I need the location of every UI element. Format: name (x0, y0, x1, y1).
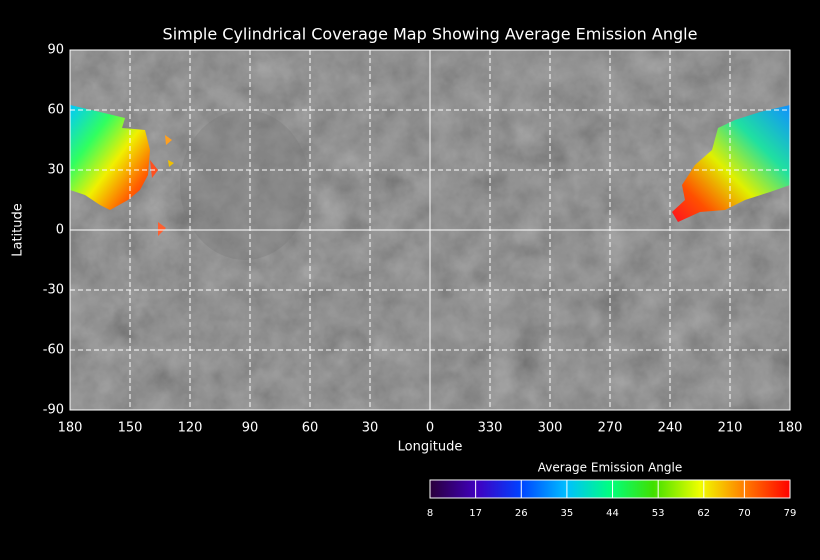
x-tick-label: 270 (598, 421, 623, 436)
x-tick-label: 330 (478, 421, 503, 436)
colorbar-tick-label: 70 (738, 508, 751, 519)
y-tick-label: -90 (43, 403, 64, 418)
colorbar-tick-label: 79 (784, 508, 797, 519)
coverage-fragment (165, 135, 172, 145)
coverage-fragment (168, 160, 174, 167)
basemap-feature (180, 110, 310, 260)
chart-title: Simple Cylindrical Coverage Map Showing … (163, 25, 698, 44)
x-tick-label: 210 (718, 421, 743, 436)
colorbar-title: Average Emission Angle (538, 461, 682, 475)
y-tick-label: -60 (43, 343, 64, 358)
y-tick-label: 0 (56, 223, 64, 238)
x-tick-label: 180 (778, 421, 803, 436)
x-tick-label: 150 (118, 421, 143, 436)
colorbar-tick-label: 26 (515, 508, 528, 519)
x-tick-label: 90 (242, 421, 259, 436)
y-tick-label: 90 (47, 43, 64, 58)
x-tick-label: 0 (426, 421, 434, 436)
coverage-fragment (158, 222, 166, 236)
y-tick-label: 60 (47, 103, 64, 118)
y-axis-label: Latitude (11, 203, 26, 257)
colorbar-tick-label: 53 (652, 508, 665, 519)
y-tick-label: 30 (47, 163, 64, 178)
colorbar-tick-label: 62 (697, 508, 710, 519)
x-axis-label: Longitude (398, 440, 463, 455)
colorbar-tick-label: 17 (469, 508, 482, 519)
x-tick-label: 300 (538, 421, 563, 436)
x-tick-label: 60 (302, 421, 319, 436)
colorbar-tick-label: 8 (427, 508, 433, 519)
colorbar-tick-label: 35 (561, 508, 574, 519)
x-tick-label: 180 (58, 421, 83, 436)
coverage-fragment (150, 160, 158, 178)
colorbar (429, 479, 791, 499)
x-tick-label: 30 (362, 421, 379, 436)
x-tick-label: 240 (658, 421, 683, 436)
colorbar-tick-label: 44 (606, 508, 619, 519)
y-tick-label: -30 (43, 283, 64, 298)
coverage-region (672, 105, 790, 222)
x-tick-label: 120 (178, 421, 203, 436)
